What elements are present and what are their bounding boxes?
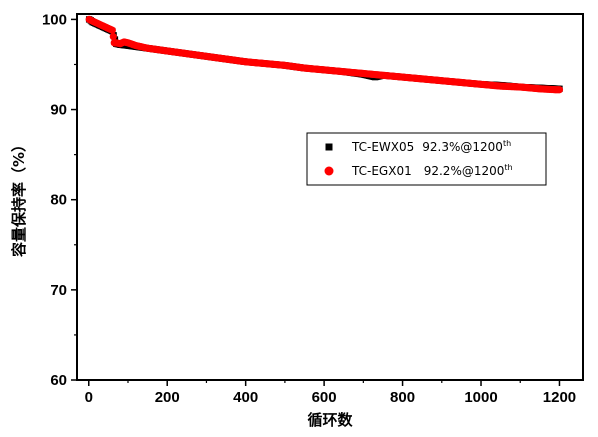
y-tick-label: 100 — [42, 11, 67, 28]
x-tick-label: 400 — [233, 389, 258, 406]
legend-marker-tc-ewx05 — [325, 143, 333, 151]
axis-ticks — [71, 18, 561, 386]
x-tick-label: 1000 — [464, 389, 497, 406]
x-tick-label: 0 — [85, 389, 93, 406]
x-tick-label: 800 — [390, 389, 415, 406]
y-tick-label: 70 — [50, 282, 67, 299]
y-tick-label: 90 — [50, 102, 67, 119]
x-axis-title: 循环数 — [307, 411, 353, 429]
legend-marker-tc-egx01 — [324, 166, 334, 176]
plot-frame — [76, 13, 584, 381]
y-axis-title: 容量保持率（%） — [10, 137, 28, 258]
y-tick-label: 60 — [50, 372, 67, 389]
data-point-tc-egx01 — [108, 26, 116, 34]
x-tick-label: 600 — [312, 389, 337, 406]
series-tc-ewx05 — [85, 16, 563, 93]
x-tick-labels: 0 200 400 600 800 1000 1200 — [85, 389, 577, 406]
legend-label-tc-ewx05: TC-EWX05 92.3%@1200th — [351, 139, 511, 154]
y-tick-label: 80 — [50, 192, 67, 209]
series-tc-egx01 — [85, 15, 564, 94]
legend: TC-EWX05 92.3%@1200th TC-EGX01 92.2%@1200t… — [306, 132, 547, 186]
legend-label-tc-egx01: TC-EGX01 92.2%@1200th — [351, 163, 513, 178]
y-tick-labels: 60 70 80 90 100 — [42, 11, 67, 389]
x-tick-label: 200 — [155, 389, 180, 406]
data-point-tc-egx01 — [555, 86, 564, 94]
data-point-tc-egx01 — [109, 32, 117, 41]
x-tick-label: 1200 — [543, 389, 576, 406]
legend-box — [306, 132, 547, 186]
